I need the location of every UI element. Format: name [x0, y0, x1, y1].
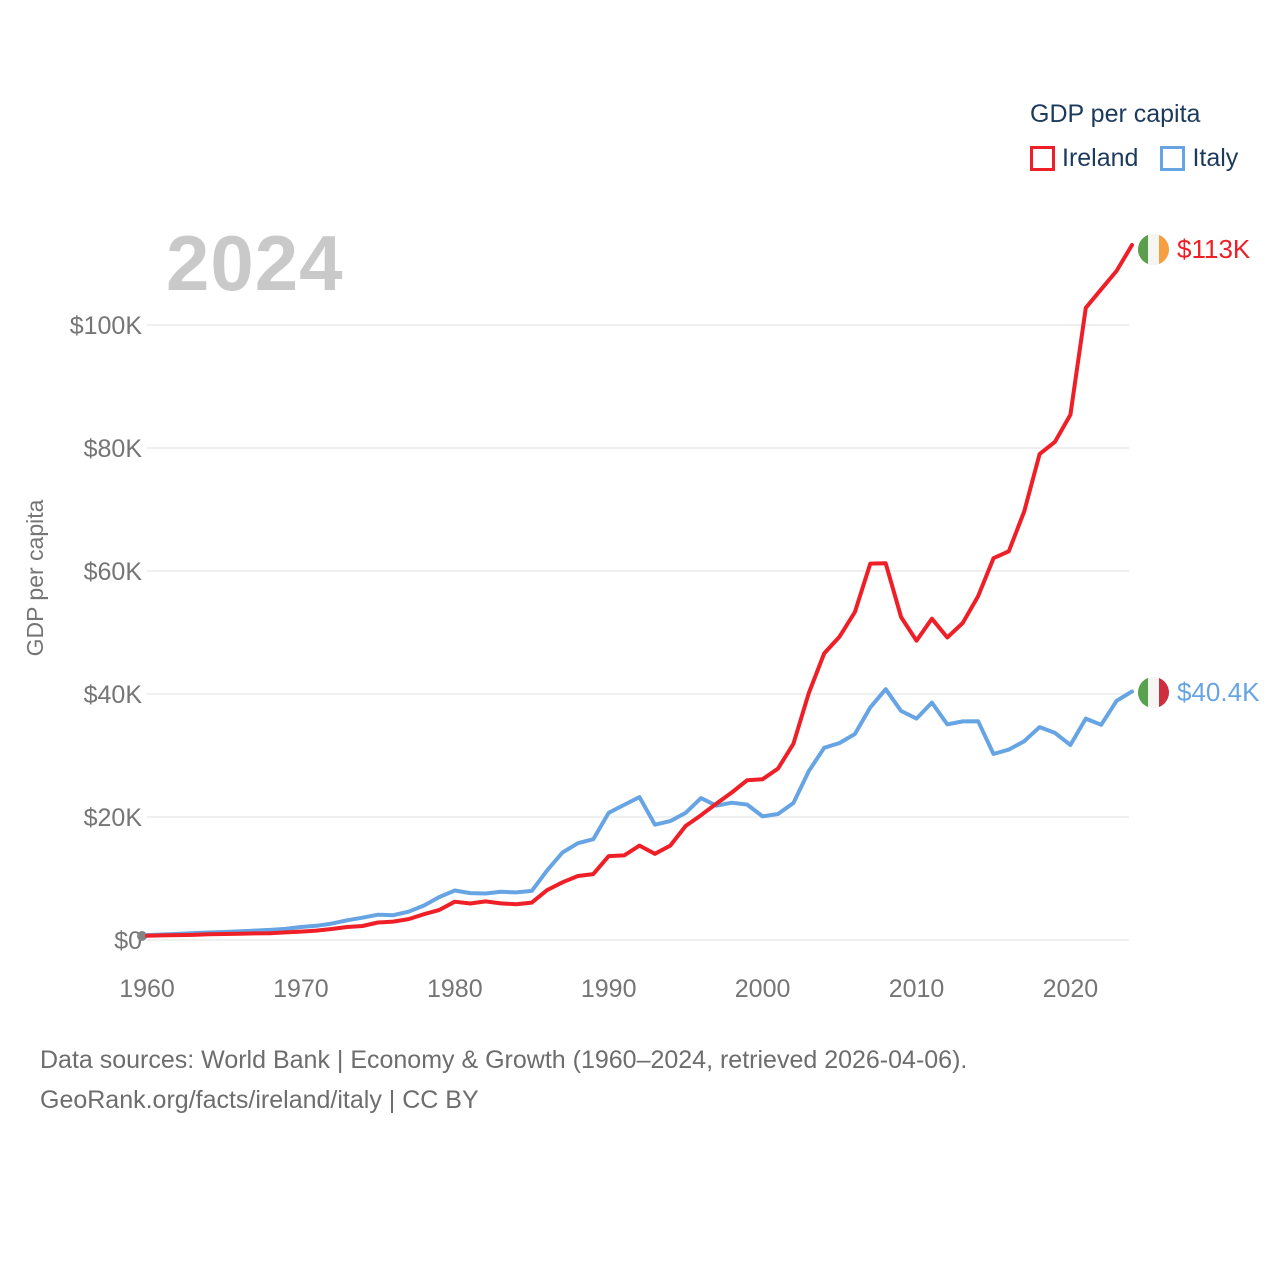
italy-flag-icon [1138, 677, 1169, 708]
ireland-flag-stripe-3 [1158, 234, 1169, 265]
y-tick-label: $20K [84, 804, 143, 832]
italy-line [145, 687, 1134, 938]
source-line: Data sources: World Bank | Economy & Gro… [40, 1046, 968, 1074]
y-axis-title: GDP per capita [22, 499, 48, 656]
y-tick-label: $0 [114, 927, 142, 955]
x-tick-label: 1960 [119, 975, 175, 1003]
ireland-line [145, 243, 1134, 938]
legend-item-ireland[interactable]: Ireland [1030, 144, 1138, 173]
ireland-flag-stripe-1 [1138, 234, 1149, 265]
x-tick-label: 1970 [273, 975, 329, 1003]
y-tick-label: $60K [84, 558, 143, 586]
start-marker-dot [137, 931, 147, 941]
italy-flag-stripe-2 [1148, 677, 1159, 708]
ireland-color-swatch-icon [1030, 146, 1055, 171]
italy-value-label: $40.4K [1177, 677, 1260, 707]
italy-flag-stripe-1 [1138, 677, 1149, 708]
y-tick-label: $40K [84, 681, 143, 709]
chart-legend: GDP per capita Ireland Italy [1030, 100, 1238, 173]
x-tick-label: 2010 [889, 975, 945, 1003]
legend-item-italy[interactable]: Italy [1160, 144, 1238, 173]
x-tick-label: 1980 [427, 975, 483, 1003]
legend-label-ireland: Ireland [1062, 144, 1139, 172]
ireland-flag-stripe-2 [1148, 234, 1159, 265]
italy-flag-stripe-3 [1158, 677, 1169, 708]
ireland-value-label: $113K [1177, 234, 1251, 264]
legend-items: Ireland Italy [1030, 144, 1238, 173]
x-tick-label: 1990 [581, 975, 637, 1003]
italy-color-swatch-icon [1160, 146, 1186, 171]
x-tick-label: 2000 [735, 975, 791, 1003]
y-tick-label: $100K [70, 312, 143, 340]
legend-title: GDP per capita [1030, 100, 1201, 128]
ireland-flag-icon [1138, 234, 1169, 265]
italy-end-label: $40.4K [1138, 677, 1259, 708]
data-source-credit: Data sources: World Bank | Economy & Gro… [40, 1040, 967, 1120]
ireland-end-label: $113K [1138, 234, 1250, 265]
year-watermark: 2024 [166, 219, 344, 307]
x-tick-label: 2020 [1043, 975, 1099, 1003]
y-tick-label: $80K [84, 435, 143, 463]
legend-label-italy: Italy [1192, 144, 1239, 172]
attribution-line: GeoRank.org/facts/ireland/italy | CC BY [40, 1086, 479, 1114]
